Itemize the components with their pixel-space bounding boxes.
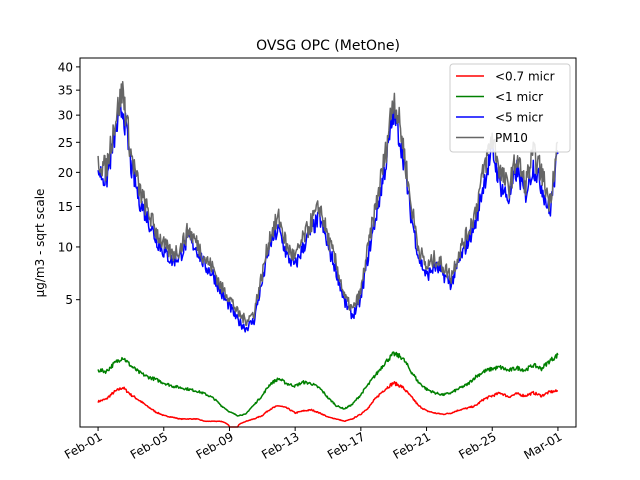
- y-tick-label: 5: [65, 293, 73, 307]
- series-line: [97, 381, 559, 428]
- y-tick-label: 40: [58, 60, 73, 74]
- y-ticks: 5 10 15 20 25 30 35 40: [58, 60, 80, 307]
- plot-frame: [79, 57, 577, 428]
- x-tick-label: Feb-25: [456, 429, 498, 462]
- legend-label: PM10: [495, 131, 528, 145]
- x-tick-label: Feb-17: [325, 429, 367, 462]
- x-ticks: Feb-01 Feb-05 Feb-09 Feb-13 Feb-17 Feb-21 Feb-…: [62, 427, 564, 462]
- x-tick-label: Feb-05: [128, 429, 170, 462]
- y-tick-label: 25: [58, 136, 73, 150]
- y-tick-label: 30: [58, 109, 73, 123]
- x-tick-label: Feb-01: [62, 429, 104, 462]
- legend-label: <5 micr: [495, 111, 543, 125]
- series-layer: [97, 80, 559, 428]
- y-tick-label: 20: [58, 166, 73, 180]
- legend-label: <1 micr: [495, 90, 543, 104]
- x-tick-label: Feb-21: [391, 429, 433, 462]
- x-tick-label: Mar-01: [522, 429, 565, 462]
- legend-box: [449, 63, 571, 153]
- legend: <0.7 micr <1 micr <5 micr PM10: [449, 63, 571, 153]
- chart-title: OVSG OPC (MetOne): [256, 38, 400, 54]
- series-line: [97, 351, 559, 417]
- series-line: [97, 80, 559, 326]
- legend-label: <0.7 micr: [495, 70, 555, 84]
- y-tick-label: 15: [58, 200, 73, 214]
- y-tick-label: 35: [58, 84, 73, 98]
- y-tick-label: 10: [58, 240, 73, 254]
- x-tick-label: Feb-13: [259, 429, 301, 462]
- y-axis-label: μg/m3 - sqrt scale: [33, 189, 47, 298]
- x-tick-label: Feb-09: [194, 429, 236, 462]
